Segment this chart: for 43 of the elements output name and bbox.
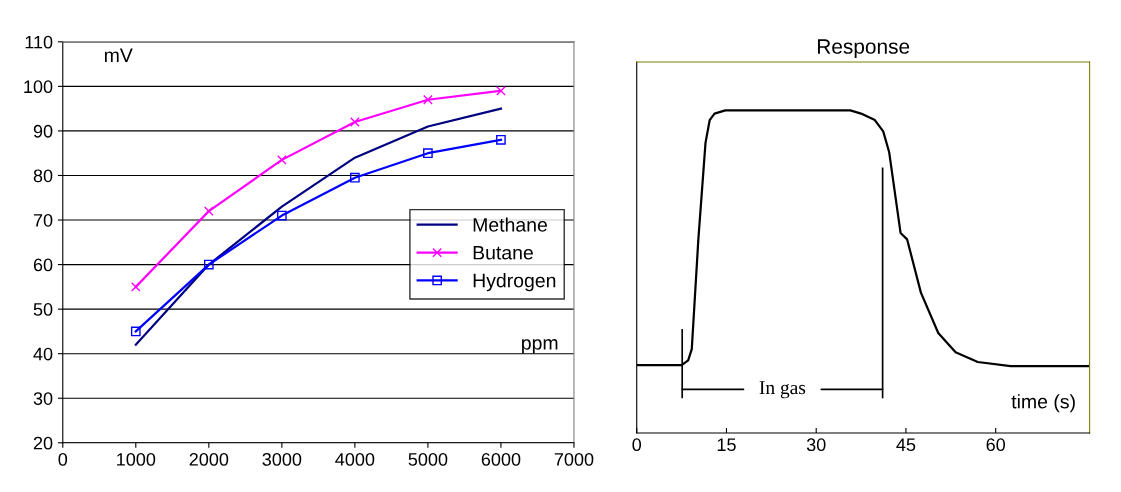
point [350,117,360,127]
legend-label: Hydrogen [473,273,556,292]
x-tick-label: 30 [806,438,826,452]
x-tick-label: 4000 [335,453,375,466]
y-tick-label: 80 [33,169,53,183]
x-tick-label: 3000 [262,453,302,466]
x-tick-label: 0 [58,453,68,466]
y-tick-label: 30 [33,392,53,405]
x-tick-label: 1000 [117,453,156,466]
y-tick-label: 70 [33,213,53,227]
y-axis-title: mV [104,48,133,62]
y-tick-label: 50 [33,303,53,316]
x-tick-label: 0 [632,438,642,452]
x-tick-label: 5000 [408,453,448,466]
y-tick-label: 60 [33,258,53,272]
point [423,148,433,159]
chart-title: Response [817,39,910,58]
x-axis-title: time (s) [1011,394,1075,413]
y-tick-label: 40 [33,347,53,361]
x-axis-title: ppm [522,339,558,354]
annotation: In gas [759,381,806,399]
legend-label: Methane [473,217,547,232]
x-tick-label: 45 [896,438,916,452]
point [203,259,214,270]
x-tick-label: 6000 [481,453,521,466]
point [423,94,433,105]
point [350,172,360,183]
point [496,85,506,96]
point [203,206,214,216]
y-tick-label: 100 [24,80,53,94]
x-tick-label: 15 [717,438,736,452]
x-tick-label: 60 [986,438,1006,452]
y-tick-label: 90 [33,124,53,138]
legend-label: Butane [473,245,533,260]
point [130,282,141,292]
point [130,326,141,337]
x-tick-label: 7000 [554,453,594,466]
point [276,210,287,221]
x-tick-label: 2000 [189,453,229,466]
point [276,155,287,165]
point [496,134,506,145]
y-tick-label: 20 [33,436,53,450]
y-tick-label: 110 [25,35,53,49]
